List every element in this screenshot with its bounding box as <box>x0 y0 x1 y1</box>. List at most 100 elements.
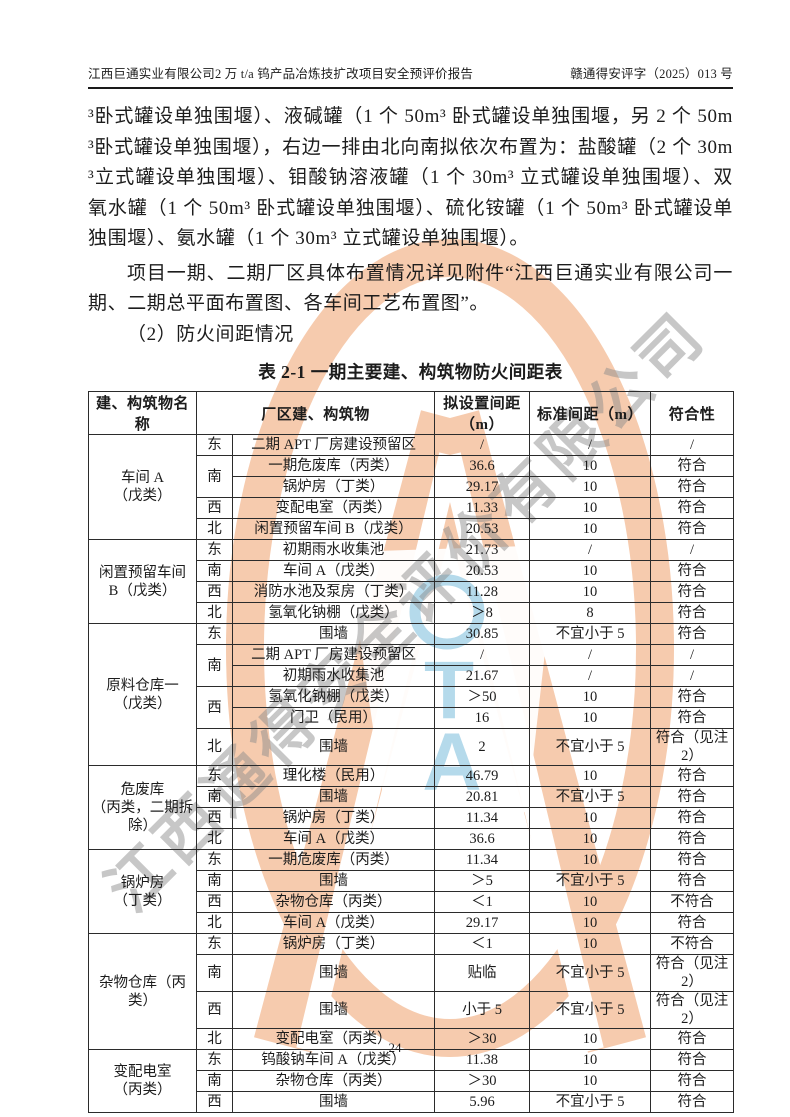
cell-building: 杂物仓库（丙类） <box>231 1070 436 1092</box>
cell-direction: 东 <box>196 765 233 787</box>
table-row: 南 围墙 贴临 不宜小于 5 符合（见注 2） <box>89 954 735 992</box>
table-row: 锅炉房 （丁类） 东 一期危废库（丙类） 11.34 10 符合 <box>88 849 735 934</box>
cell-direction: 西 <box>196 807 233 829</box>
table-row: 门卫（民用） 16 10 符合 <box>89 707 735 729</box>
cell-direction: 北 <box>196 728 233 766</box>
cell-standard: 10 <box>529 686 652 708</box>
cell-direction: 西 <box>196 686 233 729</box>
table-row: 南 杂物仓库（丙类） ＞30 10 符合 <box>89 1070 735 1092</box>
text-line: 期、二期总平面布置图、各车间工艺布置图”。 <box>88 293 490 314</box>
cell-compliance: 符合 <box>650 602 735 624</box>
table-row: 原料仓库一 （戊类） 东 围墙 30.85 不宜小于 5 符合 <box>88 623 735 766</box>
text-line: 氧水罐（1 个 50m³ 卧式罐设单独围堰）、硫化铵罐（1 个 50m³ 卧式罐… <box>88 197 733 219</box>
table-row: 西 变配电室（丙类） 11.33 10 符合 <box>89 497 735 519</box>
cell-planned: 36.6 <box>434 828 531 850</box>
cell-standard: / <box>529 665 652 687</box>
cell-standard: 10 <box>529 518 652 540</box>
cell-building: 初期雨水收集池 <box>231 539 436 561</box>
cell-compliance: 符合（见注 2） <box>650 954 735 992</box>
cell-building: 锅炉房（丁类） <box>231 933 436 955</box>
cell-building: 门卫（民用） <box>231 707 436 729</box>
cell-planned: ＞5 <box>434 870 531 892</box>
cell-group-name: 变配电室 （丙类） <box>88 1049 197 1113</box>
cell-direction: 东 <box>196 434 233 456</box>
cell-direction: 南 <box>196 870 233 892</box>
table-row: 危废库 （丙类，二期拆 除） 东 理化楼（民用） 46.79 10 符合 <box>88 765 735 850</box>
col-header-compliance: 符合性 <box>650 391 735 435</box>
paragraph-tank-layout: ³卧式罐设单独围堰）、液碱罐（1 个 50m³ 卧式罐设单独围堰，另 2 个 5… <box>88 102 733 255</box>
cell-building: 变配电室（丙类） <box>231 497 436 519</box>
fire-distance-table: 建、构筑物名称 厂区建、构筑物 拟设置间距（m） 标准间距（m） 符合性 车间 … <box>88 391 735 1113</box>
paragraph-attachment-reference: 项目一期、二期厂区具体布置情况详见附件“江西巨通实业有限公司一 期、二期总平面布… <box>88 259 733 320</box>
text-line: ³卧式罐设单独围堰）、液碱罐（1 个 50m³ 卧式罐设单独围堰，另 2 个 5… <box>88 106 733 127</box>
cell-building: 理化楼（民用） <box>231 765 436 787</box>
cell-planned: 11.38 <box>434 1049 531 1071</box>
cell-building: 二期 APT 厂房建设预留区 <box>231 644 436 666</box>
cell-building: 锅炉房（丁类） <box>231 476 436 498</box>
cell-compliance: 符合 <box>650 560 735 582</box>
cell-planned: ＞8 <box>434 602 531 624</box>
page-number: 24 <box>388 1040 402 1055</box>
cell-building: 围墙 <box>231 1091 436 1113</box>
cell-compliance: 符合 <box>650 518 735 540</box>
cell-planned: 16 <box>434 707 531 729</box>
cell-direction: 南 <box>196 455 233 498</box>
cell-direction: 东 <box>196 849 233 871</box>
cell-standard: 不宜小于 5 <box>529 1091 652 1113</box>
cell-direction: 南 <box>196 954 233 992</box>
text-line: ³卧式罐设单独围堰），右边一排由北向南拟依次布置为：盐酸罐（2 个 30m <box>88 136 733 158</box>
cell-group-name: 闲置预留车间 B（戊类） <box>88 539 197 624</box>
cell-standard: 不宜小于 5 <box>529 623 652 645</box>
cell-building: 围墙 <box>231 623 436 645</box>
cell-direction: 南 <box>196 644 233 687</box>
cell-compliance: 符合 <box>650 686 735 708</box>
cell-compliance: 符合 <box>650 786 735 808</box>
cell-building: 杂物仓库（丙类） <box>231 891 436 913</box>
cell-compliance: 不符合 <box>650 891 735 913</box>
cell-building: 消防水池及泵房（丁类） <box>231 581 436 603</box>
table-row: 杂物仓库（丙 类） 东 锅炉房（丁类） ＜1 10 不符合 <box>88 933 735 1050</box>
cell-direction: 北 <box>196 602 233 624</box>
cell-compliance: 符合 <box>650 912 735 934</box>
cell-standard: 10 <box>529 891 652 913</box>
cell-building: 车间 A（戊类） <box>231 912 436 934</box>
cell-standard: 10 <box>529 581 652 603</box>
cell-direction: 东 <box>196 1049 233 1071</box>
table-row: 西 氢氧化钠棚（戊类） ＞50 10 符合 <box>89 686 735 729</box>
cell-compliance: 符合（见注 2） <box>650 728 735 766</box>
cell-planned: 29.17 <box>434 476 531 498</box>
cell-direction: 东 <box>196 539 233 561</box>
cell-group-name: 杂物仓库（丙 类） <box>88 933 197 1050</box>
cell-building: 钨酸钠车间 A（戊类） <box>231 1049 436 1071</box>
cell-planned: ＜1 <box>434 933 531 955</box>
cell-planned: 小于 5 <box>434 991 531 1029</box>
cell-planned: 21.67 <box>434 665 531 687</box>
cell-building: 一期危废库（丙类） <box>231 455 436 477</box>
cell-compliance: 符合 <box>650 581 735 603</box>
table-row: 闲置预留车间 B（戊类） 东 初期雨水收集池 21.73 / / <box>88 539 735 624</box>
running-header-doc-number: 赣通得安评字（2025）013 号 <box>570 67 733 81</box>
cell-direction: 西 <box>196 991 233 1029</box>
table-row: 变配电室 （丙类） 东 钨酸钠车间 A（戊类） 11.38 10 符合 <box>88 1049 735 1113</box>
col-header-name: 建、构筑物名称 <box>88 391 197 435</box>
text-line: 独围堰）、氨水罐（1 个 30m³ 立式罐设单独围堰）。 <box>88 228 530 249</box>
cell-compliance: 符合 <box>650 849 735 871</box>
cell-group-name: 原料仓库一 （戊类） <box>88 623 197 766</box>
cell-building: 氢氧化钠棚（戊类） <box>231 602 436 624</box>
cell-standard: 不宜小于 5 <box>529 786 652 808</box>
cell-direction: 北 <box>196 912 233 934</box>
cell-compliance: 符合 <box>650 476 735 498</box>
cell-planned: 11.33 <box>434 497 531 519</box>
cell-planned: 30.85 <box>434 623 531 645</box>
cell-planned: 20.53 <box>434 518 531 540</box>
table-title: 表 2-1 一期主要建、构筑物防火间距表 <box>258 362 563 382</box>
cell-standard: 10 <box>529 497 652 519</box>
cell-planned: 36.6 <box>434 455 531 477</box>
cell-standard: 10 <box>529 828 652 850</box>
cell-planned: 21.73 <box>434 539 531 561</box>
cell-planned: 贴临 <box>434 954 531 992</box>
cell-compliance: 符合 <box>650 497 735 519</box>
cell-direction: 南 <box>196 1070 233 1092</box>
cell-planned: 2 <box>434 728 531 766</box>
col-header-building: 厂区建、构筑物 <box>195 391 436 435</box>
